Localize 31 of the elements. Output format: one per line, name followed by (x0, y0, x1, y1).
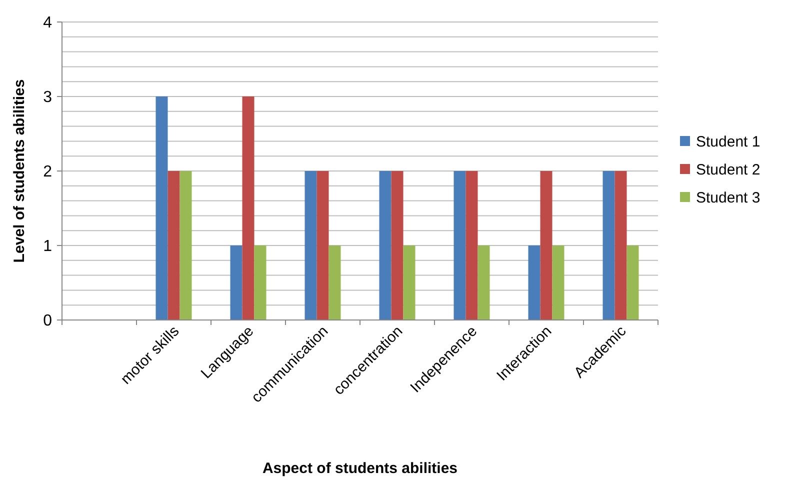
bar (328, 246, 341, 320)
bar (230, 246, 242, 320)
bar (391, 171, 404, 320)
bar (316, 171, 329, 320)
y-tick-label: 0 (43, 312, 52, 330)
bar (156, 96, 168, 320)
bar (528, 246, 540, 320)
bar (304, 171, 317, 320)
legend-label: Student 3 (696, 189, 760, 206)
y-tick-label: 4 (43, 14, 52, 32)
y-axis-title: Level of students abilities (11, 79, 28, 263)
y-tick-label: 2 (43, 164, 52, 181)
bar (552, 246, 564, 320)
y-tick-label: 3 (43, 89, 52, 106)
bar (180, 171, 192, 320)
legend-label: Student 2 (696, 161, 760, 178)
bar (379, 171, 392, 320)
bar (614, 171, 627, 320)
bar (454, 171, 466, 320)
bar (466, 171, 478, 320)
bar (254, 246, 266, 320)
x-axis-title: Aspect of students abilities (262, 460, 458, 477)
y-tick-label: 1 (43, 238, 52, 256)
bar (602, 171, 615, 320)
legend-label: Student 1 (696, 133, 760, 150)
bar (626, 246, 639, 320)
bar (540, 171, 552, 320)
bar (242, 96, 254, 320)
bar (478, 246, 490, 320)
bar (168, 171, 180, 320)
bar (403, 246, 416, 320)
